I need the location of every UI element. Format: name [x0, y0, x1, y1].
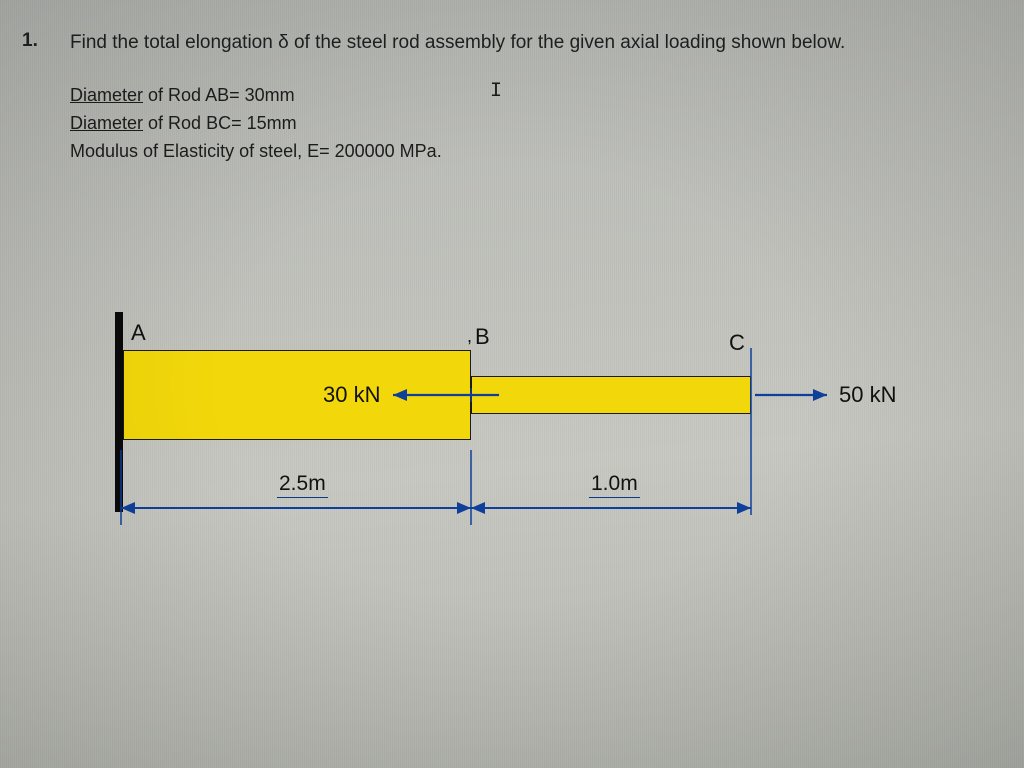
dim-ab-arrow-right [457, 502, 471, 514]
text-cursor: I [490, 80, 502, 103]
underline-diameter-1: Diameter [70, 85, 143, 105]
dim-bc-arrow-left [471, 502, 485, 514]
given-values: Diameter of Rod AB= 30mm Diameter of Rod… [70, 82, 978, 166]
diagram-arrows: , [115, 300, 915, 640]
given-line-3: Modulus of Elasticity of steel, E= 20000… [70, 138, 978, 166]
given-line-2-rest: of Rod BC= 15mm [143, 113, 297, 133]
dim-bc-arrow-right [737, 502, 751, 514]
dim-ab-arrow-left [121, 502, 135, 514]
question-text: Find the total elongation δ of the steel… [70, 32, 978, 54]
rod-diagram: A B C 30 kN 50 kN 2.5m 1.0m [115, 300, 915, 640]
question-number: 1. [22, 30, 38, 52]
given-line-1-rest: of Rod AB= 30mm [143, 85, 295, 105]
underline-diameter-2: Diameter [70, 113, 143, 133]
tick-before-b: , [467, 326, 472, 346]
force-30kn-arrowhead [393, 389, 407, 401]
given-line-2: Diameter of Rod BC= 15mm [70, 110, 978, 138]
given-line-1: Diameter of Rod AB= 30mm [70, 82, 978, 110]
force-50kn-arrowhead [813, 389, 827, 401]
